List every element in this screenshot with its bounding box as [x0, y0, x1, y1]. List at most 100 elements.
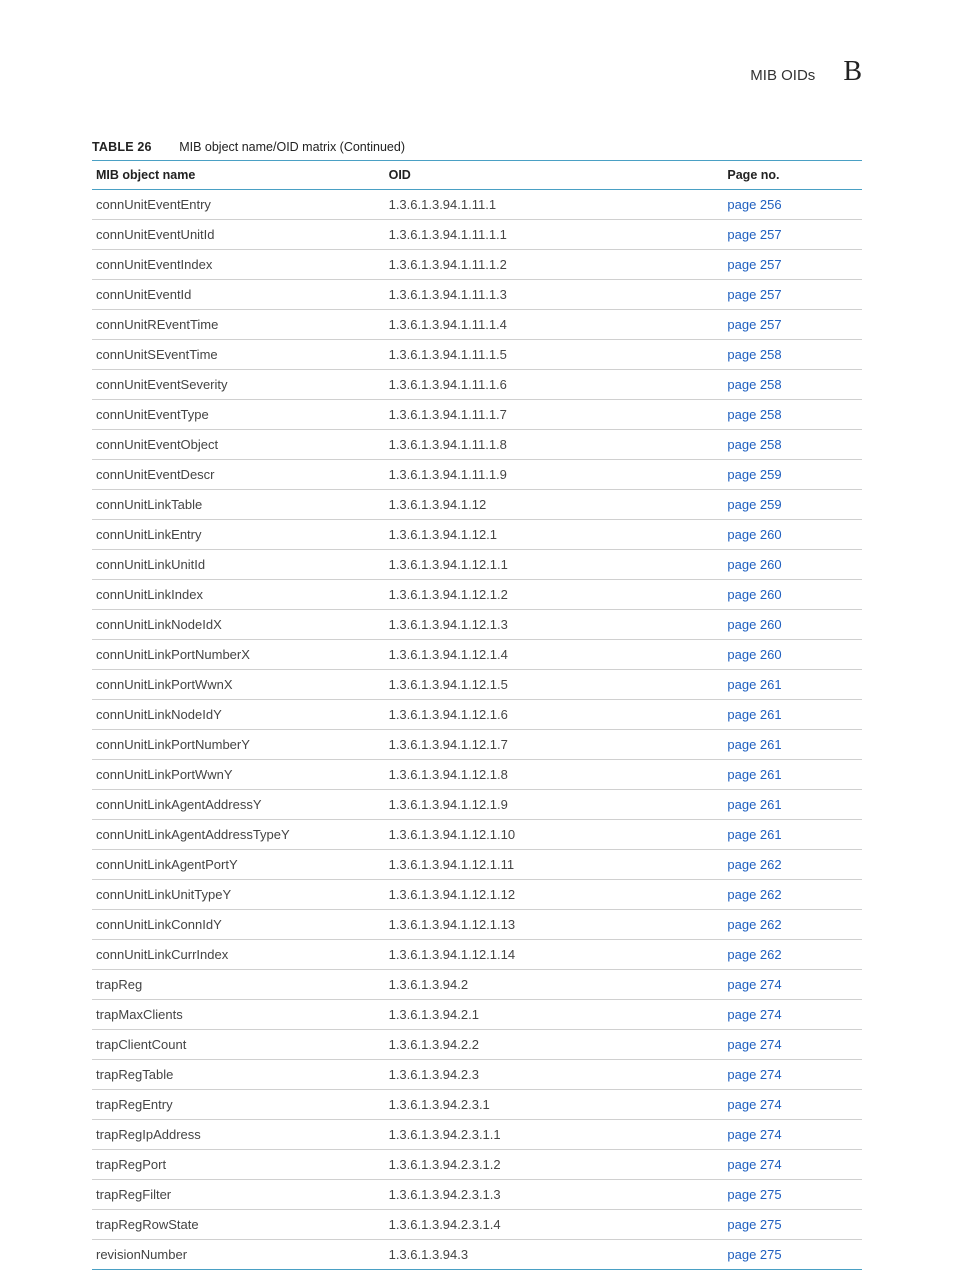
- page-cell: page 260: [723, 520, 862, 550]
- table-row: connUnitEventDescr1.3.6.1.3.94.1.11.1.9p…: [92, 460, 862, 490]
- page-link[interactable]: page 258: [727, 407, 781, 422]
- mib-object-name: connUnitLinkIndex: [92, 580, 385, 610]
- page-link[interactable]: page 275: [727, 1187, 781, 1202]
- page-cell: page 262: [723, 940, 862, 970]
- table-row: connUnitEventSeverity1.3.6.1.3.94.1.11.1…: [92, 370, 862, 400]
- mib-object-name: connUnitLinkAgentAddressTypeY: [92, 820, 385, 850]
- page-link[interactable]: page 274: [727, 1037, 781, 1052]
- page-cell: page 257: [723, 310, 862, 340]
- page-link[interactable]: page 258: [727, 347, 781, 362]
- page-link[interactable]: page 261: [727, 677, 781, 692]
- page-cell: page 258: [723, 340, 862, 370]
- table-row: trapRegIpAddress1.3.6.1.3.94.2.3.1.1page…: [92, 1120, 862, 1150]
- page-link[interactable]: page 259: [727, 467, 781, 482]
- page-link[interactable]: page 261: [727, 707, 781, 722]
- page-link[interactable]: page 258: [727, 437, 781, 452]
- page-cell: page 275: [723, 1180, 862, 1210]
- page-cell: page 257: [723, 280, 862, 310]
- page-link[interactable]: page 262: [727, 947, 781, 962]
- oid-value: 1.3.6.1.3.94.1.12.1.1: [385, 550, 724, 580]
- page-cell: page 258: [723, 370, 862, 400]
- oid-value: 1.3.6.1.3.94.2: [385, 970, 724, 1000]
- page-cell: page 261: [723, 700, 862, 730]
- page-link[interactable]: page 274: [727, 1127, 781, 1142]
- page-link[interactable]: page 258: [727, 377, 781, 392]
- page-header: MIB OIDs B: [750, 56, 862, 88]
- oid-value: 1.3.6.1.3.94.2.3.1.3: [385, 1180, 724, 1210]
- table-row: connUnitLinkPortWwnX1.3.6.1.3.94.1.12.1.…: [92, 670, 862, 700]
- oid-value: 1.3.6.1.3.94.2.3.1.4: [385, 1210, 724, 1240]
- page-link[interactable]: page 256: [727, 197, 781, 212]
- table-row: connUnitREventTime1.3.6.1.3.94.1.11.1.4p…: [92, 310, 862, 340]
- table-row: connUnitLinkUnitTypeY1.3.6.1.3.94.1.12.1…: [92, 880, 862, 910]
- oid-value: 1.3.6.1.3.94.1.12.1.10: [385, 820, 724, 850]
- page-link[interactable]: page 257: [727, 227, 781, 242]
- mib-object-name: trapRegTable: [92, 1060, 385, 1090]
- mib-object-name: connUnitEventDescr: [92, 460, 385, 490]
- table-row: connUnitLinkPortWwnY1.3.6.1.3.94.1.12.1.…: [92, 760, 862, 790]
- oid-value: 1.3.6.1.3.94.2.3.1.1: [385, 1120, 724, 1150]
- page-link[interactable]: page 262: [727, 917, 781, 932]
- table-row: connUnitEventEntry1.3.6.1.3.94.1.11.1pag…: [92, 190, 862, 220]
- page-link[interactable]: page 274: [727, 1007, 781, 1022]
- table-body: connUnitEventEntry1.3.6.1.3.94.1.11.1pag…: [92, 190, 862, 1270]
- mib-object-name: connUnitLinkNodeIdY: [92, 700, 385, 730]
- page-cell: page 274: [723, 1000, 862, 1030]
- table-row: connUnitEventUnitId1.3.6.1.3.94.1.11.1.1…: [92, 220, 862, 250]
- oid-value: 1.3.6.1.3.94.2.2: [385, 1030, 724, 1060]
- page-link[interactable]: page 257: [727, 317, 781, 332]
- header-section-letter: B: [843, 56, 862, 88]
- page-link[interactable]: page 262: [727, 887, 781, 902]
- col-header-name: MIB object name: [92, 161, 385, 190]
- oid-value: 1.3.6.1.3.94.1.11.1.5: [385, 340, 724, 370]
- page-link[interactable]: page 274: [727, 977, 781, 992]
- page-link[interactable]: page 260: [727, 587, 781, 602]
- table-number: TABLE 26: [92, 140, 152, 154]
- page-link[interactable]: page 274: [727, 1157, 781, 1172]
- oid-value: 1.3.6.1.3.94.1.12: [385, 490, 724, 520]
- page-link[interactable]: page 275: [727, 1247, 781, 1262]
- page-link[interactable]: page 262: [727, 857, 781, 872]
- mib-object-name: connUnitEventId: [92, 280, 385, 310]
- col-header-page: Page no.: [723, 161, 862, 190]
- page-link[interactable]: page 260: [727, 617, 781, 632]
- page-link[interactable]: page 260: [727, 557, 781, 572]
- mib-object-name: trapRegRowState: [92, 1210, 385, 1240]
- oid-value: 1.3.6.1.3.94.1.12.1.6: [385, 700, 724, 730]
- col-header-oid: OID: [385, 161, 724, 190]
- oid-value: 1.3.6.1.3.94.1.11.1.4: [385, 310, 724, 340]
- table-row: connUnitLinkCurrIndex1.3.6.1.3.94.1.12.1…: [92, 940, 862, 970]
- oid-value: 1.3.6.1.3.94.1.12.1: [385, 520, 724, 550]
- mib-object-name: connUnitEventSeverity: [92, 370, 385, 400]
- page-cell: page 275: [723, 1210, 862, 1240]
- table-row: trapRegEntry1.3.6.1.3.94.2.3.1page 274: [92, 1090, 862, 1120]
- page-link[interactable]: page 260: [727, 647, 781, 662]
- table-row: trapClientCount1.3.6.1.3.94.2.2page 274: [92, 1030, 862, 1060]
- page-link[interactable]: page 274: [727, 1097, 781, 1112]
- table-row: trapRegPort1.3.6.1.3.94.2.3.1.2page 274: [92, 1150, 862, 1180]
- page-link[interactable]: page 261: [727, 737, 781, 752]
- mib-object-name: trapMaxClients: [92, 1000, 385, 1030]
- page-cell: page 259: [723, 460, 862, 490]
- oid-value: 1.3.6.1.3.94.1.11.1.3: [385, 280, 724, 310]
- page-cell: page 260: [723, 640, 862, 670]
- table-row: trapMaxClients1.3.6.1.3.94.2.1page 274: [92, 1000, 862, 1030]
- page-cell: page 259: [723, 490, 862, 520]
- page-link[interactable]: page 261: [727, 797, 781, 812]
- table-row: trapRegFilter1.3.6.1.3.94.2.3.1.3page 27…: [92, 1180, 862, 1210]
- page-cell: page 261: [723, 730, 862, 760]
- page-link[interactable]: page 275: [727, 1217, 781, 1232]
- page-link[interactable]: page 259: [727, 497, 781, 512]
- page-link[interactable]: page 274: [727, 1067, 781, 1082]
- oid-value: 1.3.6.1.3.94.1.12.1.3: [385, 610, 724, 640]
- page-cell: page 274: [723, 1060, 862, 1090]
- page-link[interactable]: page 257: [727, 287, 781, 302]
- page-link[interactable]: page 261: [727, 827, 781, 842]
- oid-value: 1.3.6.1.3.94.1.11.1.1: [385, 220, 724, 250]
- page-link[interactable]: page 257: [727, 257, 781, 272]
- page-link[interactable]: page 260: [727, 527, 781, 542]
- page-cell: page 261: [723, 760, 862, 790]
- page-link[interactable]: page 261: [727, 767, 781, 782]
- table-block: TABLE 26 MIB object name/OID matrix (Con…: [92, 140, 862, 1270]
- mib-object-name: connUnitLinkUnitId: [92, 550, 385, 580]
